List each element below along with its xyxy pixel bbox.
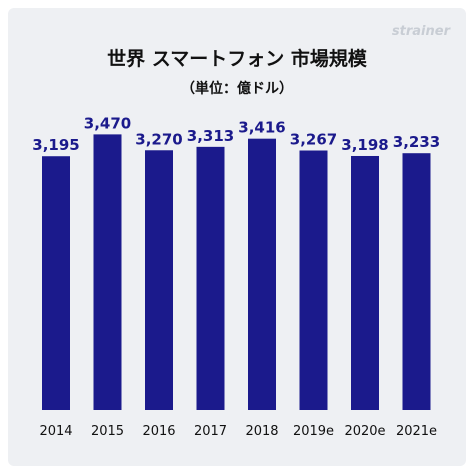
chart-subtitle: （単位：億ドル） [181, 81, 293, 97]
value-label-2016: 3,270 [135, 130, 182, 148]
value-label-2021e: 3,233 [393, 133, 440, 151]
bar-2015 [93, 134, 122, 410]
x-tick-label-2015: 2015 [91, 424, 124, 439]
bar-2019e [299, 150, 328, 411]
value-label-2019e: 3,267 [290, 131, 337, 149]
value-label-2017: 3,313 [187, 127, 234, 145]
value-label-2015: 3,470 [84, 114, 131, 132]
x-tick-label-2020e: 2020e [344, 424, 385, 439]
value-label-2020e: 3,198 [341, 136, 388, 154]
brand-watermark: strainer [391, 24, 450, 39]
x-tick-label-2016: 2016 [142, 424, 175, 439]
bar-2017 [196, 146, 225, 410]
chart-title: 世界 スマートフォン 市場規模 [107, 48, 367, 70]
bar-2018 [248, 138, 276, 410]
bar-2021e [402, 153, 431, 410]
value-label-2014: 3,195 [32, 136, 79, 154]
chart-card: strainer 世界 スマートフォン 市場規模 （単位：億ドル） [8, 8, 466, 466]
x-tick-label-2017: 2017 [194, 424, 227, 439]
x-tick-label-2019e: 2019e [293, 424, 334, 439]
value-label-2018: 3,416 [238, 119, 285, 137]
x-tick-label-2014: 2014 [39, 424, 72, 439]
bar-2014 [42, 156, 70, 410]
x-tick-label-2018: 2018 [245, 424, 278, 439]
x-tick-label-2021e: 2021e [396, 424, 437, 439]
bar-2016 [145, 150, 173, 411]
bar-2020e [351, 155, 379, 410]
